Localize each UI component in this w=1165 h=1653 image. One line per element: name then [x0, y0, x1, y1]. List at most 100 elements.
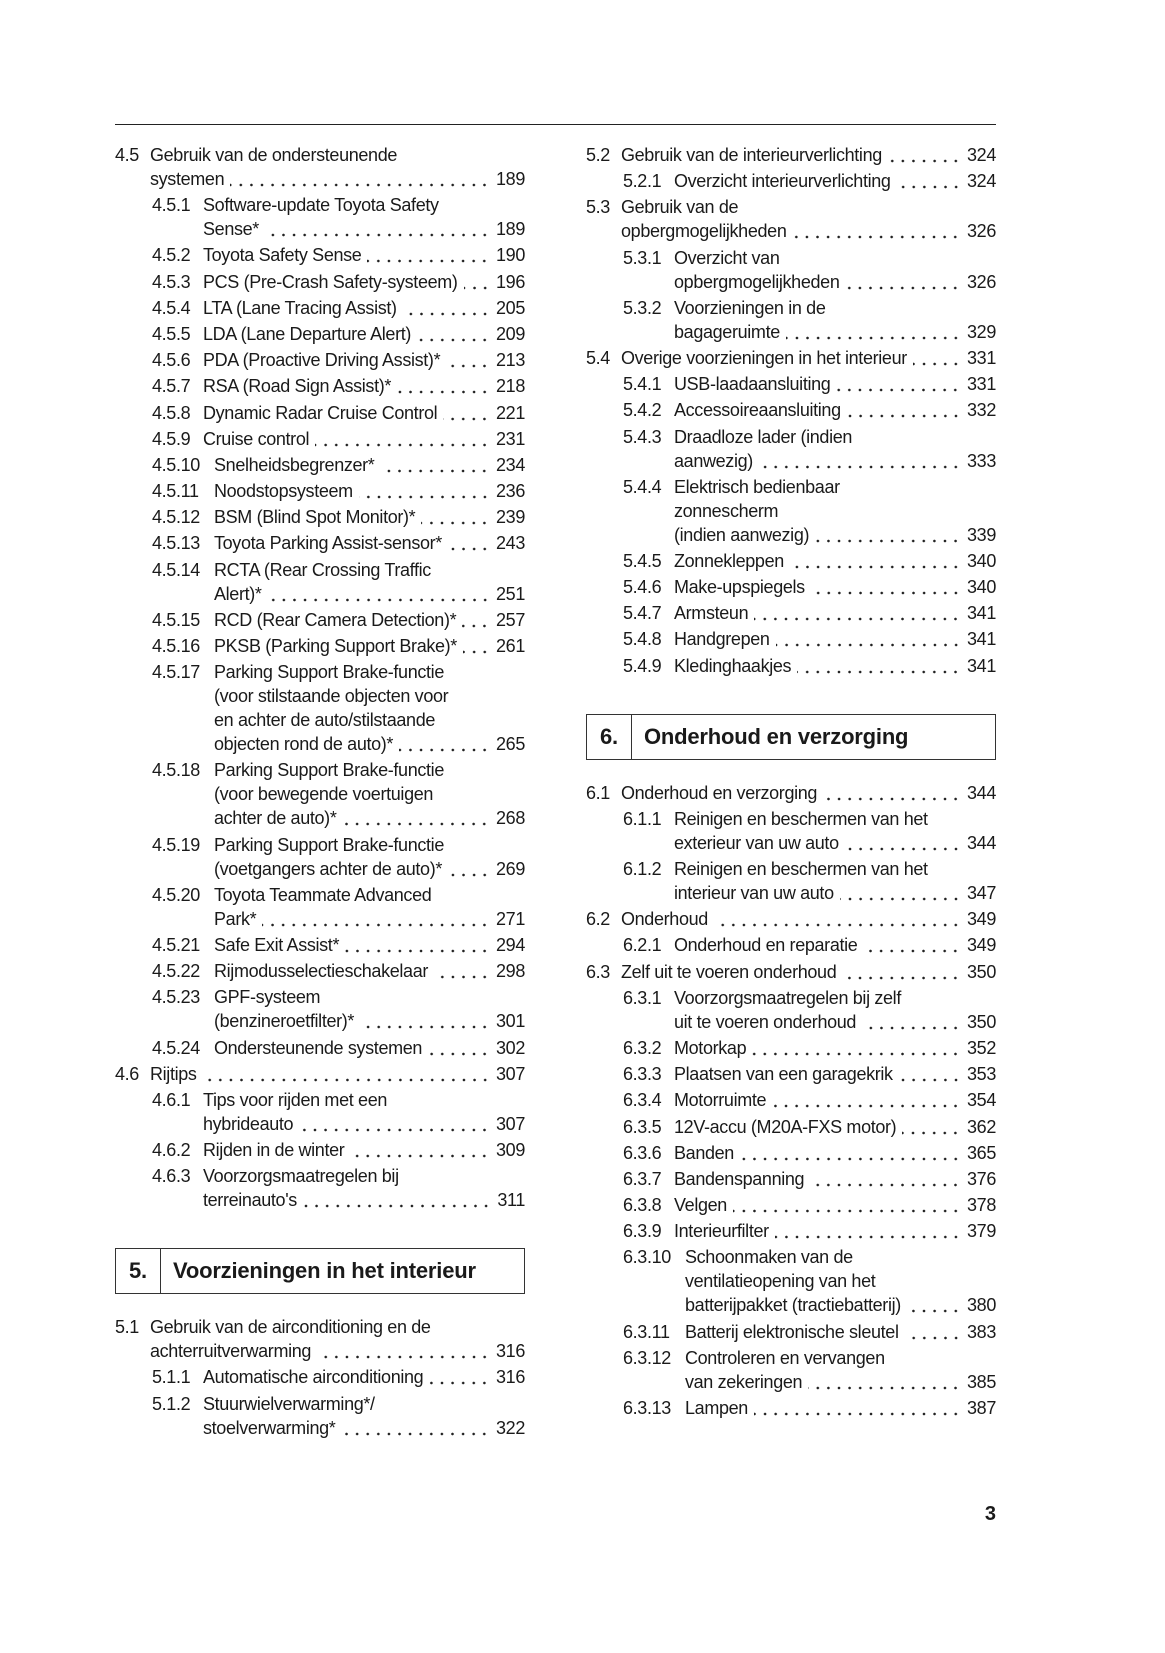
dot-leader: [358, 479, 491, 504]
toc-entry[interactable]: 6.3.8 Velgen 378: [586, 1193, 996, 1218]
entry-title: (indien aanwezig): [674, 524, 810, 545]
toc-entry[interactable]: 5.1.1 Automatische airconditioning 316: [115, 1365, 525, 1390]
toc-entry[interactable]: 4.5.21 Safe Exit Assist* 294: [115, 932, 525, 957]
toc-entry[interactable]: 4.5.10 Snelheidsbegrenzer* 234: [115, 452, 525, 477]
toc-entry[interactable]: 6.3.5 12V-accu (M20A-FXS motor) 362: [586, 1114, 996, 1139]
toc-entry[interactable]: 4.5.17 Parking Support Brake-functie (voor…: [115, 660, 525, 757]
toc-entry[interactable]: 6.1.1 Reinigen en beschermen van het exter…: [586, 807, 996, 855]
dot-leader: [842, 959, 962, 984]
toc-entry[interactable]: 6.3.2 Motorkap 352: [586, 1035, 996, 1060]
entry-line: achterruitverwarming 316: [115, 1339, 525, 1364]
toc-entry[interactable]: 6.3.9 Interieurfilter 379: [586, 1219, 996, 1244]
toc-entry[interactable]: 4.5.3 PCS (Pre-Crash Safety-systeem) 196: [115, 269, 525, 294]
section-header: 5. Voorzieningen in het interieur: [115, 1248, 525, 1295]
toc-entry[interactable]: 4.5.24 Ondersteunende systemen 302: [115, 1035, 525, 1060]
toc-entry[interactable]: 5.3.1 Overzicht van opbergmogelijkheden 326: [586, 246, 996, 294]
entry-line: zonnescherm: [586, 499, 996, 523]
toc-entry[interactable]: 4.5.5 LDA (Lane Departure Alert) 209: [115, 321, 525, 346]
toc-entry[interactable]: 4.5.4 LTA (Lane Tracing Assist) 205: [115, 295, 525, 320]
entry-line: van zekeringen 385: [586, 1369, 996, 1394]
toc-entry[interactable]: 6.3.6 Banden 365: [586, 1140, 996, 1165]
toc-entry[interactable]: 5.4.6 Make-upspiegels 340: [586, 575, 996, 600]
toc-entry[interactable]: 4.5.1 Software-update Toyota Safety Sense*…: [115, 193, 525, 242]
entry-title: Banden: [674, 1142, 734, 1163]
dot-leader: [447, 531, 491, 556]
toc-entry[interactable]: 5.2 Gebruik van de interieurverlichting 32…: [586, 143, 996, 167]
entry-page-number: 339: [967, 524, 996, 545]
toc-entry[interactable]: 5.4.3 Draadloze lader (indien aanwezig) 333: [586, 425, 996, 473]
toc-entry[interactable]: 5.3.2 Voorzieningen in de bagageruimte 329: [586, 296, 996, 344]
toc-entry[interactable]: 5.4.5 Zonnekleppen 340: [586, 548, 996, 573]
toc-entry[interactable]: 5.3 Gebruik van de opbergmogelijkheden 326: [586, 195, 996, 244]
entry-title: uit te voeren onderhoud: [674, 1011, 857, 1032]
toc-entry[interactable]: 5.4.1 USB-laadaansluiting 331: [586, 372, 996, 397]
dot-leader: [302, 1188, 492, 1213]
toc-entry[interactable]: 6.3.3 Plaatsen van een garagekrik 353: [586, 1062, 996, 1087]
toc-entry[interactable]: 5.4 Overige voorzieningen in het interieu…: [586, 345, 996, 370]
toc-entry[interactable]: 4.6.2 Rijden in de winter 309: [115, 1138, 525, 1163]
toc-entry[interactable]: 6.2 Onderhoud 349: [586, 907, 996, 932]
toc-entry[interactable]: 6.3.13 Lampen 387: [586, 1396, 996, 1420]
entry-title: PCS (Pre-Crash Safety-systeem): [203, 271, 458, 292]
entry-number: 4.5.7: [152, 376, 191, 397]
entry-line: Interieurfilter 379: [586, 1219, 996, 1244]
toc-entry[interactable]: 5.1.2 Stuurwielverwarming*/stoelverwarmin…: [115, 1392, 525, 1440]
toc-entry[interactable]: 5.4.4 Elektrisch bedienbaar zonnescherm (in…: [586, 475, 996, 547]
toc-entry[interactable]: 6.3.4 Motorruimte 354: [586, 1088, 996, 1113]
toc-entry[interactable]: 6.3.1 Voorzorgsmaatregelen bij zelf uit te…: [586, 986, 996, 1034]
toc-entry[interactable]: 4.5 Gebruik van de ondersteunende systemen…: [115, 143, 525, 191]
toc-entry[interactable]: 4.5.9 Cruise control 231: [115, 426, 525, 451]
toc-entry[interactable]: 4.6.3 Voorzorgsmaatregelen bij terreinauto…: [115, 1164, 525, 1213]
entry-line: Parking Support Brake-functie: [115, 660, 525, 684]
dot-leader: [839, 881, 962, 905]
toc-entry[interactable]: 6.2.1 Onderhoud en reparatie 349: [586, 933, 996, 958]
entry-line: Plaatsen van een garagekrik 353: [586, 1062, 996, 1087]
toc-entry[interactable]: 4.5.22 Rijmodusselectieschakelaar 298: [115, 959, 525, 984]
toc-entry[interactable]: 4.5.23 GPF-systeem (benzineroetfilter)* 301: [115, 985, 525, 1034]
toc-entry[interactable]: 4.5.14 RCTA (Rear Crossing Traffic Alert)*…: [115, 558, 525, 606]
entry-number: 6.1.1: [623, 808, 662, 829]
entry-line: Batterij elektronische sleutel 383: [586, 1319, 996, 1344]
toc-entry[interactable]: 6.1.2 Reinigen en beschermen van het inter…: [586, 857, 996, 905]
toc-entry[interactable]: 5.1 Gebruik van de airconditioning en de a…: [115, 1315, 525, 1364]
toc-entry[interactable]: 4.6.1 Tips voor rijden met een hybrideauto…: [115, 1088, 525, 1136]
toc-entry[interactable]: 6.3 Zelf uit te voeren onderhoud 350: [586, 959, 996, 984]
toc-entry[interactable]: 6.3.11 Batterij elektronische sleutel 383: [586, 1319, 996, 1344]
toc-entry[interactable]: 6.1 Onderhoud en verzorging 344: [586, 780, 996, 805]
entry-title: opbergmogelijkheden: [621, 221, 787, 242]
toc-entry[interactable]: 4.5.19 Parking Support Brake-functie (voet…: [115, 833, 525, 881]
toc-entry[interactable]: 5.4.7 Armsteun 341: [586, 601, 996, 626]
entry-title: Software-update Toyota Safety: [203, 195, 439, 216]
entry-number: 6.3.5: [623, 1116, 662, 1137]
entry-title: ventilatieopening van het: [685, 1271, 876, 1292]
toc-entry[interactable]: 6.3.10 Schoonmaken van de ventilatieopenin…: [586, 1245, 996, 1318]
entry-title: Plaatsen van een garagekrik: [674, 1064, 893, 1085]
toc-entry[interactable]: 5.4.2 Accessoireaansluiting 332: [586, 398, 996, 423]
entry-title: (voetgangers achter de auto)*: [214, 858, 442, 879]
toc-entry[interactable]: 4.6 Rijtips 307: [115, 1061, 525, 1086]
toc-entry[interactable]: 5.4.9 Kledinghaakjes 341: [586, 653, 996, 678]
toc-entry[interactable]: 4.5.11 Noodstopsysteem 236: [115, 479, 525, 504]
toc-entry[interactable]: 6.3.7 Bandenspanning 376: [586, 1166, 996, 1191]
dot-leader: [202, 1061, 491, 1086]
entry-title: Voorzieningen in de: [674, 297, 826, 318]
entry-line: RCTA (Rear Crossing Traffic: [115, 558, 525, 582]
entry-page-number: 341: [967, 629, 996, 650]
dot-leader: [774, 1219, 962, 1244]
toc-entry[interactable]: 4.5.18 Parking Support Brake-functie (voor…: [115, 758, 525, 831]
toc-entry[interactable]: 4.5.2 Toyota Safety Sense 190: [115, 243, 525, 268]
entry-line: systemen 189: [115, 167, 525, 191]
toc-entry[interactable]: 4.5.16 PKSB (Parking Support Brake)* 261: [115, 634, 525, 658]
toc-entry[interactable]: 4.5.6 PDA (Proactive Driving Assist)* 213: [115, 348, 525, 373]
toc-entry[interactable]: 4.5.12 BSM (Blind Spot Monitor)* 239: [115, 505, 525, 530]
toc-entry[interactable]: 4.5.7 RSA (Road Sign Assist)* 218: [115, 374, 525, 399]
toc-entry[interactable]: 5.2.1 Overzicht interieurverlichting 324: [586, 169, 996, 194]
toc-entry[interactable]: 4.5.13 Toyota Parking Assist-sensor* 243: [115, 531, 525, 556]
toc-entry[interactable]: 4.5.8 Dynamic Radar Cruise Control 221: [115, 400, 525, 425]
toc-entry[interactable]: 4.5.15 RCD (Rear Camera Detection)* 257: [115, 607, 525, 632]
toc-entry[interactable]: 4.5.20 Toyota Teammate Advanced Park* 271: [115, 883, 525, 931]
entry-page-number: 349: [967, 909, 996, 930]
entry-line: BSM (Blind Spot Monitor)* 239: [115, 505, 525, 530]
toc-entry[interactable]: 5.4.8 Handgrepen 341: [586, 627, 996, 652]
toc-entry[interactable]: 6.3.12 Controleren en vervangen van zekeri…: [586, 1346, 996, 1394]
